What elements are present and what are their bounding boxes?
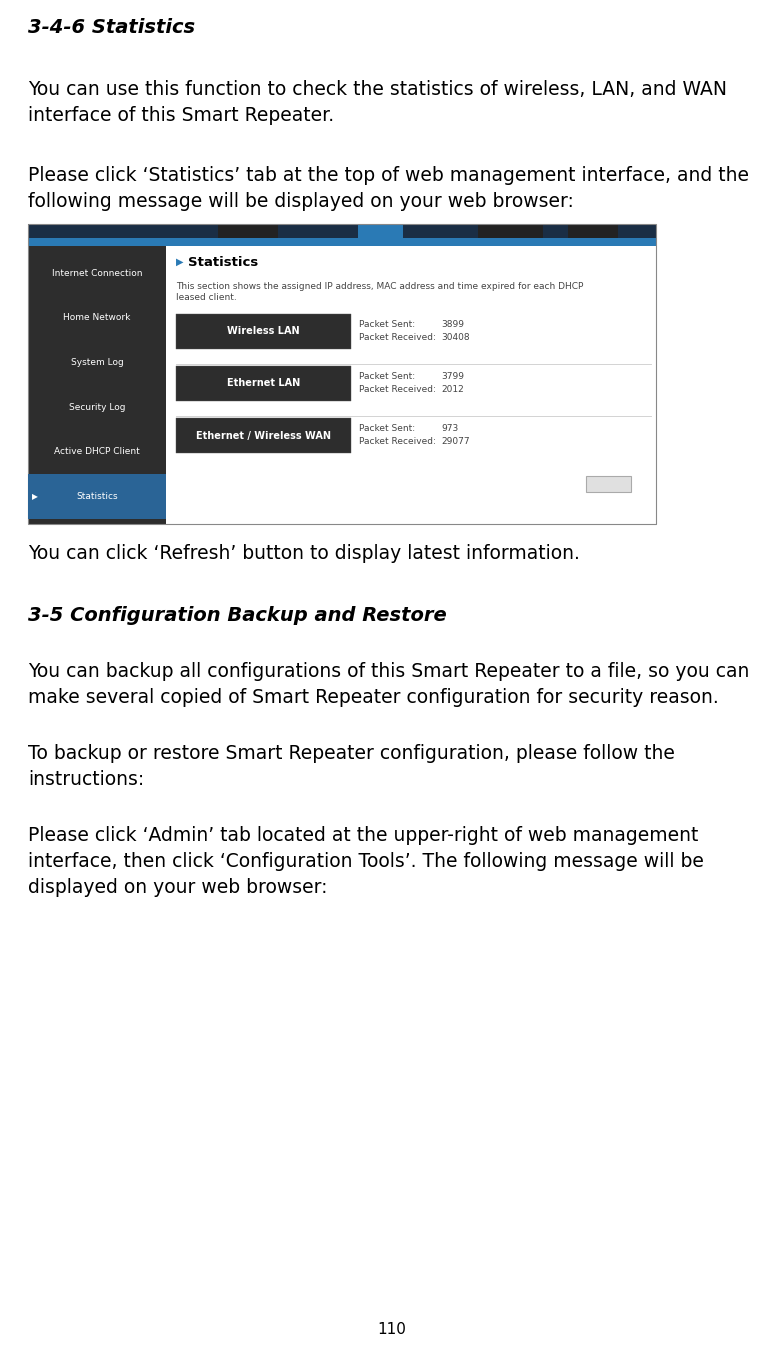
Text: Security Log: Security Log <box>69 403 125 411</box>
Text: make several copied of Smart Repeater configuration for security reason.: make several copied of Smart Repeater co… <box>28 689 719 708</box>
Text: This section shows the assigned IP address, MAC address and time expired for eac: This section shows the assigned IP addre… <box>176 282 583 291</box>
Text: You can click ‘Refresh’ button to display latest information.: You can click ‘Refresh’ button to displa… <box>28 545 580 564</box>
Text: To backup or restore Smart Repeater configuration, please follow the: To backup or restore Smart Repeater conf… <box>28 744 675 763</box>
Text: Internet Connection: Internet Connection <box>52 269 142 278</box>
Text: instructions:: instructions: <box>28 770 144 789</box>
Text: 29077: 29077 <box>441 437 470 445</box>
Bar <box>28 474 166 519</box>
Text: Packet Sent:: Packet Sent: <box>359 424 415 433</box>
Bar <box>176 418 351 454</box>
Text: Packet Received:: Packet Received: <box>359 386 436 394</box>
Bar <box>176 314 351 349</box>
Bar <box>358 224 403 238</box>
Text: following message will be displayed on your web browser:: following message will be displayed on y… <box>28 191 574 210</box>
Text: 3-5 Configuration Backup and Restore: 3-5 Configuration Backup and Restore <box>28 606 447 625</box>
Text: 973: 973 <box>441 424 459 433</box>
Text: Please click ‘Statistics’ tab at the top of web management interface, and the: Please click ‘Statistics’ tab at the top… <box>28 166 749 185</box>
Text: Ethernet / Wireless WAN: Ethernet / Wireless WAN <box>196 430 331 440</box>
Text: interface of this Smart Repeater.: interface of this Smart Repeater. <box>28 106 334 125</box>
Text: 2012: 2012 <box>441 386 464 394</box>
Text: Wireless LAN: Wireless LAN <box>227 326 299 337</box>
Bar <box>166 246 656 524</box>
Text: Please click ‘Admin’ tab located at the upper-right of web management: Please click ‘Admin’ tab located at the … <box>28 826 699 845</box>
Text: Statistics: Statistics <box>76 492 118 501</box>
Bar <box>218 224 278 238</box>
Text: leased client.: leased client. <box>176 293 237 301</box>
Bar <box>28 238 656 246</box>
Text: Statistics: Statistics <box>188 257 258 269</box>
Text: ▶: ▶ <box>176 257 183 268</box>
Text: 3-4-6 Statistics: 3-4-6 Statistics <box>28 18 195 37</box>
Text: You can use this function to check the statistics of wireless, LAN, and WAN: You can use this function to check the s… <box>28 80 727 99</box>
Text: 3799: 3799 <box>441 372 464 382</box>
Text: Active DHCP Client: Active DHCP Client <box>54 448 140 456</box>
Bar <box>568 224 618 238</box>
Text: Refresh: Refresh <box>591 479 626 489</box>
Text: interface, then click ‘Configuration Tools’. The following message will be: interface, then click ‘Configuration Too… <box>28 851 704 870</box>
Bar <box>28 246 166 524</box>
Bar <box>28 224 656 246</box>
Text: Packet Received:: Packet Received: <box>359 437 436 445</box>
Text: Packet Sent:: Packet Sent: <box>359 320 415 329</box>
Text: System Log: System Log <box>71 359 123 367</box>
Bar <box>358 224 403 238</box>
Text: Home Network: Home Network <box>64 314 131 322</box>
Bar <box>176 367 351 401</box>
Bar <box>586 477 631 492</box>
Bar <box>28 224 656 524</box>
Text: 30408: 30408 <box>441 333 470 342</box>
Text: Packet Sent:: Packet Sent: <box>359 372 415 382</box>
Text: ▶: ▶ <box>32 492 38 501</box>
Text: displayed on your web browser:: displayed on your web browser: <box>28 879 328 898</box>
Bar <box>478 224 543 238</box>
Text: 110: 110 <box>378 1323 406 1338</box>
Text: Packet Received:: Packet Received: <box>359 333 436 342</box>
Text: You can backup all configurations of this Smart Repeater to a file, so you can: You can backup all configurations of thi… <box>28 661 750 680</box>
Text: Ethernet LAN: Ethernet LAN <box>227 379 300 388</box>
Text: 3899: 3899 <box>441 320 464 329</box>
